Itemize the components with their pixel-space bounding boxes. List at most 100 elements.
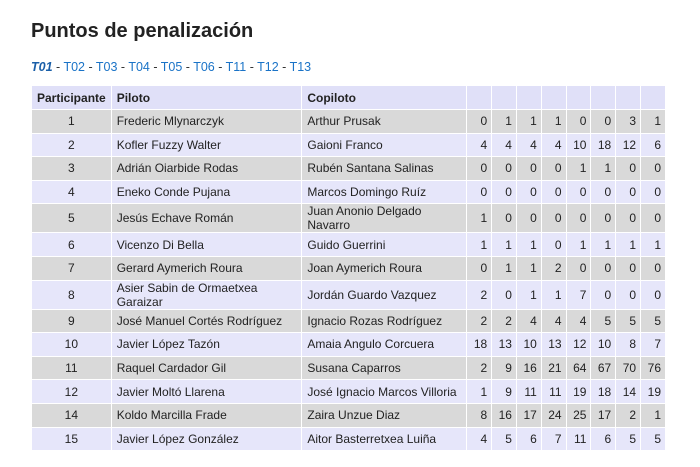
penalty-points: 0	[541, 157, 566, 180]
table-row: 15 Javier López González Aitor Basterretxe…	[32, 427, 665, 451]
penalty-points: 1	[516, 280, 541, 309]
header-piloto: Piloto	[111, 86, 302, 109]
penalty-points: 2	[467, 309, 492, 333]
tab-t03[interactable]: T03	[95, 60, 118, 74]
piloto-name: Jesús Echave Román	[111, 204, 302, 233]
tab-separator: -	[278, 60, 290, 74]
penalty-points: 0	[467, 157, 492, 180]
penalty-points: 0	[516, 204, 541, 233]
copiloto-name: José Ignacio Marcos Villoria	[302, 380, 467, 403]
penalty-points: 4	[566, 309, 591, 333]
penalty-points: 0	[616, 204, 641, 233]
penalty-points: 1	[566, 233, 591, 256]
penalty-points: 1	[616, 233, 641, 256]
copiloto-name: Ignacio Rozas Rodríguez	[302, 309, 467, 333]
penalty-points: 0	[591, 180, 616, 204]
penalty-points: 0	[516, 180, 541, 204]
penalty-points: 0	[591, 204, 616, 233]
participant-number: 4	[32, 180, 111, 204]
tab-t06[interactable]: T06	[193, 60, 215, 74]
tab-t01[interactable]: T01	[31, 60, 53, 74]
header-stage	[516, 86, 541, 109]
table-row: 2 Kofler Fuzzy Walter Gaioni Franco 4 4 4 4 10 1…	[32, 133, 665, 157]
penalty-points: 10	[566, 133, 591, 157]
tab-separator: -	[182, 60, 194, 74]
penalty-points: 19	[641, 380, 665, 403]
penalty-points: 0	[492, 157, 516, 180]
piloto-name: Frederic Mlynarczyk	[111, 110, 302, 133]
penalty-points: 4	[516, 133, 541, 157]
header-stage	[541, 86, 566, 109]
tab-t04[interactable]: T04	[128, 60, 150, 74]
penalty-points: 25	[566, 403, 591, 427]
penalty-points: 0	[492, 180, 516, 204]
penalty-points: 2	[467, 356, 492, 380]
penalty-points: 1	[541, 280, 566, 309]
header-stage	[591, 86, 616, 109]
penalty-points: 0	[467, 256, 492, 280]
penalty-points: 11	[541, 380, 566, 403]
penalty-points: 1	[591, 157, 616, 180]
header-copiloto: Copiloto	[302, 86, 467, 109]
penalty-points: 5	[591, 309, 616, 333]
header-participante: Participante	[32, 86, 111, 109]
table-row: 1 Frederic Mlynarczyk Arthur Prusak 0 1 1 1 0 0 3…	[32, 110, 665, 133]
tab-separator: -	[214, 60, 226, 74]
table-row: 8 Asier Sabin de Ormaetxea Garaizar Jordán…	[32, 280, 665, 309]
table-header-row: Participante Piloto Copiloto	[32, 86, 665, 109]
penalty-points: 11	[516, 380, 541, 403]
piloto-name: Javier Moltó Llarena	[111, 380, 302, 403]
participant-number: 14	[32, 403, 111, 427]
header-stage	[467, 86, 492, 109]
penalty-points: 12	[616, 133, 641, 157]
tab-separator: -	[246, 60, 258, 74]
piloto-name: Javier López Tazón	[111, 333, 302, 356]
penalty-points: 18	[591, 133, 616, 157]
penalty-points: 5	[616, 309, 641, 333]
penalty-points: 0	[591, 280, 616, 309]
tab-separator: -	[117, 60, 129, 74]
penalty-points: 1	[641, 403, 665, 427]
penalty-points: 0	[641, 204, 665, 233]
penalty-points: 24	[541, 403, 566, 427]
copiloto-name: Amaia Angulo Corcuera	[302, 333, 467, 356]
piloto-name: Raquel Cardador Gil	[111, 356, 302, 380]
tab-separator: -	[52, 60, 64, 74]
tab-t02[interactable]: T02	[63, 60, 85, 74]
penalty-points: 0	[591, 110, 616, 133]
table-row: 7 Gerard Aymerich Roura Joan Aymerich Rour…	[32, 256, 665, 280]
penalty-points: 1	[516, 256, 541, 280]
penalty-points: 17	[591, 403, 616, 427]
penalty-points: 16	[516, 356, 541, 380]
participant-number: 15	[32, 427, 111, 451]
copiloto-name: Guido Guerrini	[302, 233, 467, 256]
penalty-points: 0	[541, 204, 566, 233]
penalty-points: 2	[541, 256, 566, 280]
penalty-points: 1	[467, 380, 492, 403]
tab-t11[interactable]: T11	[225, 60, 247, 74]
penalty-points: 0	[492, 280, 516, 309]
penalty-points: 1	[566, 157, 591, 180]
participant-number: 11	[32, 356, 111, 380]
penalty-points: 4	[492, 133, 516, 157]
penalty-points: 0	[492, 204, 516, 233]
penalty-points: 0	[641, 256, 665, 280]
penalty-points: 6	[641, 133, 665, 157]
penalty-points: 9	[492, 356, 516, 380]
penalty-points: 10	[591, 333, 616, 356]
penalty-points: 13	[492, 333, 516, 356]
participant-number: 3	[32, 157, 111, 180]
penalty-points: 0	[516, 157, 541, 180]
penalty-points: 2	[467, 280, 492, 309]
tab-t13[interactable]: T13	[289, 60, 312, 74]
penalty-points: 9	[492, 380, 516, 403]
penalty-points: 5	[641, 427, 665, 451]
penalty-points: 12	[566, 333, 591, 356]
tab-t05[interactable]: T05	[160, 60, 183, 74]
penalty-points: 0	[641, 180, 665, 204]
piloto-name: Kofler Fuzzy Walter	[111, 133, 302, 157]
tab-t12[interactable]: T12	[257, 60, 279, 74]
copiloto-name: Aitor Basterretxea Luiña	[302, 427, 467, 451]
header-stage	[492, 86, 516, 109]
penalty-points: 0	[541, 233, 566, 256]
